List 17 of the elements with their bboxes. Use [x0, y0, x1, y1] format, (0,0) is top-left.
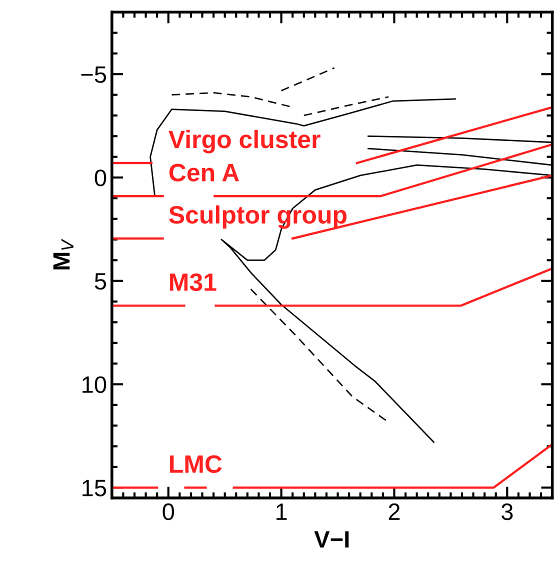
line-series: [250, 288, 388, 422]
y-tick-label: 5: [94, 273, 106, 290]
annotation: LMC: [170, 455, 222, 473]
x-tick-label: 2: [388, 503, 400, 520]
x-tick-label: 1: [276, 504, 287, 520]
x-tick-label: 0: [162, 503, 174, 520]
y-axis-title: M$_{V}$: [53, 238, 74, 270]
annotation: M31: [170, 273, 216, 292]
annotation: Cen A: [169, 164, 240, 182]
line-series: [150, 98, 456, 197]
x-axis-title: V−I: [314, 531, 349, 548]
x-tick-label: 3: [502, 503, 513, 520]
y-tick-label: −5: [81, 66, 106, 83]
y-tick-label: 0: [94, 170, 106, 186]
annotation: Virgo cluster: [168, 130, 320, 154]
y-tick-label: 15: [82, 480, 106, 496]
y-tick-label: 10: [82, 376, 106, 394]
